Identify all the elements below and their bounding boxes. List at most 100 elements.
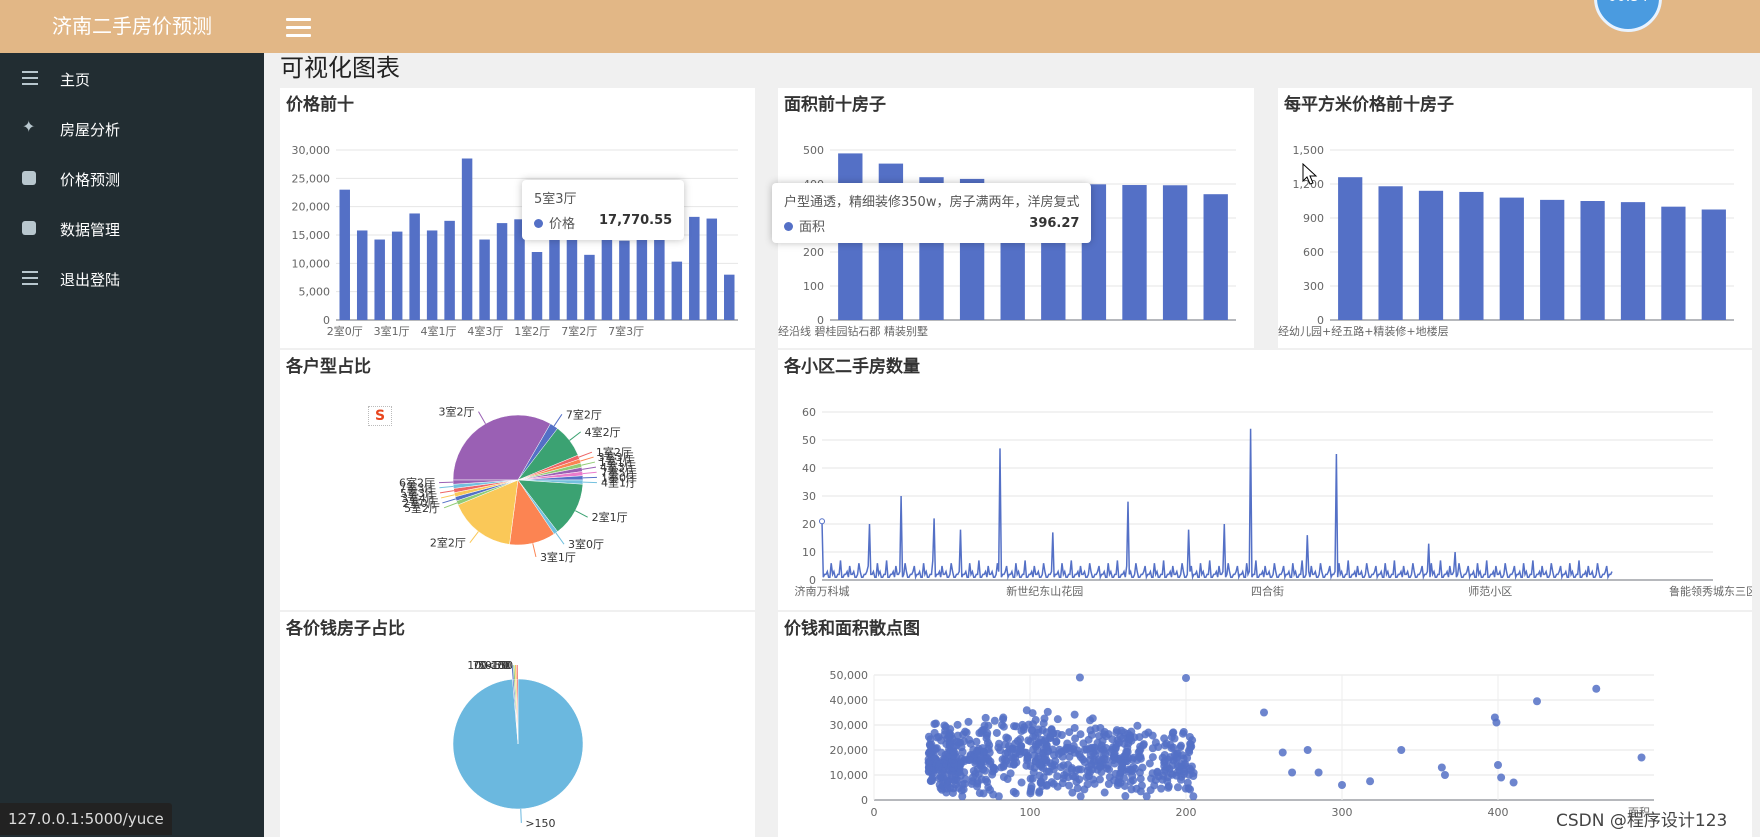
menu-toggle-icon[interactable] [286, 18, 311, 38]
pie-label-line [440, 494, 455, 499]
bar [531, 252, 543, 320]
pie-label-line [569, 431, 581, 441]
price-area-scatter-chart[interactable]: 0 10,000 20,000 30,000 40,000 50,000 0 100 200 30… [778, 612, 1752, 837]
pie-label: 3室2厅 [439, 405, 475, 419]
pie-label: >150 [525, 817, 555, 830]
scatter-point [1175, 762, 1184, 771]
scatter-point [934, 733, 943, 742]
pie-label: 4室2厅 [585, 425, 621, 439]
square-icon [22, 171, 36, 185]
pie-label: 6室2厅 [399, 476, 435, 490]
mouse-cursor-icon [1302, 163, 1318, 185]
scatter-point [1509, 778, 1518, 787]
status-url: 127.0.0.1:5000/yuce [0, 803, 172, 835]
y-tick-label: 0 [861, 794, 868, 807]
chart-panel-price-area-scatter: 价钱和面积散点图 0 10,000 20,000 30,000 40,000 50,000… [778, 612, 1752, 837]
scatter-point [1053, 715, 1062, 724]
scatter-point [1110, 776, 1119, 785]
scatter-point [984, 721, 993, 730]
scatter-point [1063, 739, 1072, 748]
pie-label: 3室3厅 [598, 450, 634, 464]
y-tick-label: 300 [1303, 280, 1324, 293]
scatter-point [1186, 785, 1195, 794]
scatter-point [942, 771, 951, 780]
series-line [821, 428, 1613, 580]
scatter-point [1179, 729, 1188, 738]
sidebar-item-logout[interactable]: 退出登陆 [0, 259, 264, 299]
community-count-chart[interactable]: 0 10 20 30 40 50 60 济南万科城 新世纪东山花园 四合街 师范小区 鲁能领秀城东三区 [778, 350, 1753, 610]
scatter-point [1006, 745, 1015, 754]
scatter-point [1122, 749, 1131, 758]
scatter-point [1118, 762, 1127, 771]
scatter-point [1053, 772, 1062, 781]
scatter-point [1186, 743, 1195, 752]
scatter-point [1080, 785, 1089, 794]
x-tick-label: 鲁能领秀城东三区 [1669, 584, 1752, 598]
pie-label-line [520, 808, 522, 823]
sidebar-item-home[interactable]: 主页 [0, 59, 264, 99]
page-title: 可视化图表 [280, 54, 400, 82]
sidebar-item-price-prediction[interactable]: 价格预测 [0, 159, 264, 199]
bar [514, 219, 525, 320]
pie-label-line [582, 471, 597, 475]
bar [1162, 185, 1188, 320]
tooltip-title: 5室3厅 [534, 192, 577, 207]
scatter-point [1129, 762, 1138, 771]
scatter-point [1126, 777, 1135, 786]
scatter-point [1303, 746, 1312, 754]
scatter-point [934, 762, 943, 771]
chart-title: 价钱和面积散点图 [784, 619, 920, 639]
bar [1620, 202, 1646, 320]
scatter-point [1151, 776, 1160, 785]
x-tick-label: 1室2厅 [514, 324, 550, 338]
watermark: CSDN @程序设计123 [1556, 811, 1728, 831]
x-tick-label: 2室0厅 [327, 324, 363, 338]
ime-s-icon[interactable]: S [368, 406, 392, 426]
scatter-point [1288, 768, 1297, 777]
y-tick-label: 0 [809, 574, 816, 587]
chart-panel-price-bucket-share: 各价钱房子占比 >150 <50 50-70 70-100 100-150 [280, 612, 755, 837]
unit-price-top10-chart[interactable]: 0 300 600 900 1,200 1,500 经幼儿园+经五路+精装修+地楼层 [1278, 88, 1752, 348]
scatter-point [930, 719, 939, 728]
scatter-point [958, 792, 967, 801]
scatter-point [1090, 755, 1099, 764]
y-tick-label: 25,000 [292, 172, 331, 185]
pie-label-line [555, 532, 565, 545]
sidebar-item-data-management[interactable]: 数据管理 [0, 209, 264, 249]
pie-label: 7室2厅 [566, 407, 602, 421]
scatter-point [1000, 755, 1009, 764]
scatter-point [1314, 768, 1323, 777]
y-tick-label: 900 [1303, 212, 1324, 225]
scatter-point [1120, 774, 1129, 783]
scatter-point [931, 754, 940, 763]
scatter-point [1111, 769, 1120, 778]
scatter-point [949, 747, 958, 756]
scatter-point [1163, 773, 1172, 782]
sidebar-item-house-analysis[interactable]: ✦ 房屋分析 [0, 109, 264, 149]
scatter-point [990, 765, 999, 774]
layout-share-pie[interactable]: 3室2厅 7室2厅 4室2厅 1室2厅3室3厅1室1厅4室3厅7室5厅1室0厅4室1厅… [280, 350, 755, 610]
scatter-point [1109, 756, 1118, 765]
scatter-point [1009, 760, 1018, 769]
y-tick-label: 1,500 [1293, 144, 1325, 157]
pie-label-line [443, 502, 458, 509]
price-top10-chart[interactable]: 0 5,000 10,000 15,000 20,000 25,000 30,000 2室0厅… [280, 88, 755, 348]
app-title[interactable]: 济南二手房价预测 [52, 14, 212, 38]
scatter-point [985, 748, 994, 757]
bar [1203, 194, 1228, 320]
scatter-point [1135, 752, 1144, 761]
pie-label: 3室1厅 [540, 550, 576, 564]
scatter-point [1148, 731, 1157, 740]
bar [1418, 190, 1444, 320]
x-tick-label: 7室2厅 [561, 324, 597, 338]
scatter-point [1170, 750, 1179, 759]
x-tick-label: 四合街 [1251, 584, 1284, 598]
scatter-point [982, 734, 991, 743]
x-tick-label: 3室1厅 [374, 324, 410, 338]
area-tooltip: 户型通透，精细装修350w，房子满两年，洋房复式 面积 396.27 [772, 183, 1092, 243]
y-tick-label: 500 [803, 144, 824, 157]
scatter-point [1146, 786, 1155, 795]
pie-label: 5室2厅 [404, 501, 440, 515]
y-tick-label: 5,000 [299, 286, 331, 299]
